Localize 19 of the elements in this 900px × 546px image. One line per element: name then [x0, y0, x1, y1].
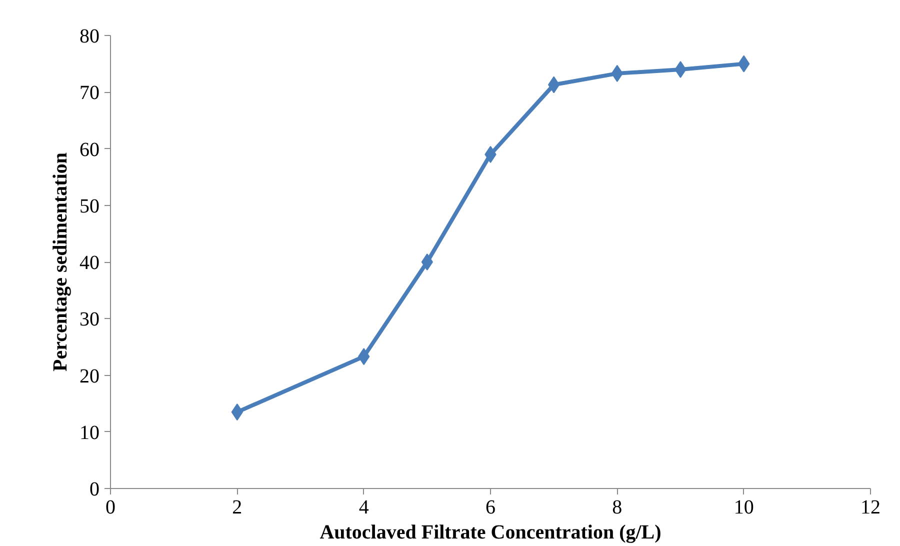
x-tick-label: 6 — [486, 496, 496, 518]
x-tick-label: 8 — [612, 496, 622, 518]
y-tick-label: 10 — [80, 422, 100, 444]
x-axis-title: Autoclaved Filtrate Concentration (g/L) — [320, 522, 662, 544]
x-tick-label: 12 — [860, 496, 880, 518]
x-tick-label: 4 — [358, 496, 369, 518]
y-tick-label: 80 — [80, 26, 100, 48]
y-tick-label: 40 — [80, 252, 100, 274]
x-tick-label: 2 — [232, 496, 242, 518]
x-tick-label: 10 — [734, 496, 754, 518]
y-tick-label: 0 — [90, 478, 100, 500]
y-tick-label: 60 — [80, 138, 100, 161]
y-tick-label: 50 — [80, 195, 100, 218]
y-tick-label: 70 — [80, 82, 100, 104]
y-tick-label: 20 — [80, 365, 100, 388]
y-tick-label: 30 — [80, 308, 100, 331]
point — [421, 254, 433, 270]
x-tick-label: 0 — [106, 496, 116, 518]
y-axis-title: Percentage sedimentation — [50, 152, 72, 372]
